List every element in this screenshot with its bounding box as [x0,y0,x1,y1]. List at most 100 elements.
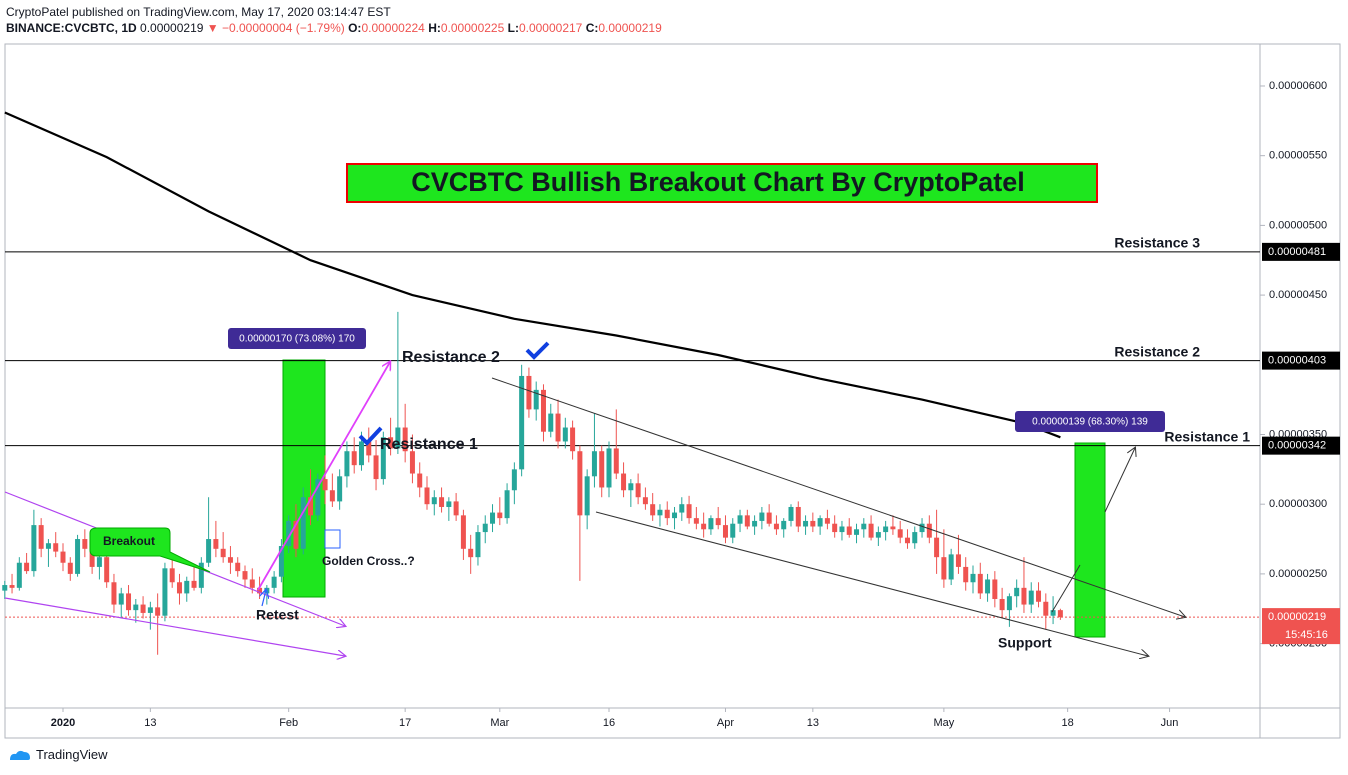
countdown: 15:45:16 [1285,629,1328,641]
candle-body [417,473,423,488]
candle-body [970,573,976,583]
candle-body [686,504,692,519]
ohlc-key: H: [428,21,441,35]
candle-body [329,490,335,502]
y-tick-label: 0.00000500 [1269,219,1327,231]
move-arrow [257,362,390,591]
level-name: Resistance 1 [1164,428,1250,444]
candle-body [511,469,517,491]
candle-body [963,566,969,583]
annotation: Support [998,635,1052,651]
candle-body [635,483,641,498]
candle-body [934,537,940,558]
candle-body [300,497,306,549]
candle-body [16,562,22,588]
level-tag-label: 0.00000481 [1268,246,1326,258]
y-tick-label: 0.00000250 [1269,568,1327,580]
candle-body [286,520,292,547]
y-tick-label: 0.00000600 [1269,80,1327,92]
y-tick-label: 0.00000300 [1269,498,1327,510]
candle-body [140,604,146,613]
candle-body [766,512,772,524]
candle-body [926,523,932,538]
candle-body [781,520,787,530]
candle-body [875,532,881,538]
annotation: Resistance 1 [380,436,478,453]
candle-body [409,451,415,474]
candle-body [977,573,983,594]
candle-body [1028,590,1034,605]
checkmark [525,341,550,360]
candle-body [337,476,343,502]
candle-body [126,593,132,611]
ohlc-value: 0.00000217 [518,21,583,35]
candle-body [883,526,889,533]
candle-body [431,497,437,505]
candle-body [824,518,830,524]
level-tag [1262,242,1340,261]
candle-body [220,548,226,558]
candle-body [606,448,612,488]
candle-body [715,518,721,526]
ohlc-key: L: [507,21,519,35]
candle-body [613,448,619,474]
candle-body [759,512,765,521]
candle-body [904,537,910,544]
level-tag [1262,436,1340,455]
candle-body [737,515,743,524]
candle-body [388,437,394,449]
candle-body [453,501,459,516]
candle-body [854,529,860,535]
candle-body [24,562,30,572]
breakout-bubble [89,527,211,573]
x-tick-label: 2020 [51,717,75,729]
candle-body [912,532,918,544]
candle-body [679,504,685,513]
candle-body [650,504,656,516]
candle-body [992,579,998,599]
candle-body [162,568,168,616]
frame [4,43,1341,739]
candle-body [111,582,117,605]
ohlc-value: 0.00000219 [598,21,662,35]
x-tick-label: Jun [1161,717,1179,729]
wedge-line [4,597,345,656]
candle-body [1036,590,1042,602]
candle-body [584,476,590,516]
candle-body [96,557,102,567]
candle-body [628,483,634,491]
candle-body [118,593,124,605]
candle-body [184,580,190,594]
candle-body [672,512,678,519]
y-tick-label: 0.00000550 [1269,150,1327,162]
level-name: Resistance 3 [1114,235,1200,251]
y-tick-label: 0.00000450 [1269,289,1327,301]
candle-body [227,557,233,563]
candle-body [817,518,823,527]
candle-body [577,451,583,516]
candle-body [540,389,546,432]
candle-body [155,607,161,616]
candle-body [358,441,364,466]
candle-body [701,523,707,530]
annotation: Golden Cross..? [322,554,415,568]
cross-box [324,529,341,549]
candle-body [482,523,488,533]
wedge-line [595,511,1148,656]
green-box [1074,442,1106,638]
candle-body [555,413,561,442]
annotation: Resistance 2 [402,349,500,366]
level-tag-label: 0.00000342 [1268,440,1326,452]
trendlines: CVCBTC Bullish Breakout Chart By CryptoP… [4,163,1185,656]
candle-body [133,604,139,611]
candle-body [985,579,991,594]
candle-body [380,437,386,480]
ohlc-key: O: [348,21,362,35]
annotation: Breakout [103,534,155,548]
candle-body [402,427,408,452]
measure-label: 0.00000139 (68.30%) 139 [1032,417,1148,428]
candle-body [752,520,758,527]
checkmark [358,426,383,446]
candle-body [67,562,73,574]
candle-body [242,571,248,580]
